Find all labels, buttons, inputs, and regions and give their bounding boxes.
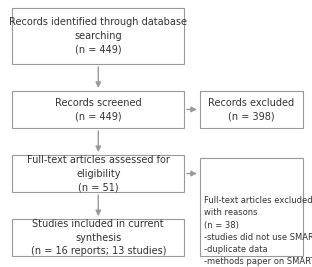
Text: Full-text articles assessed for
eligibility
(n = 51): Full-text articles assessed for eligibil… bbox=[27, 155, 170, 192]
Text: Studies included in current
synthesis
(n = 16 reports; 13 studies): Studies included in current synthesis (n… bbox=[31, 219, 166, 256]
FancyBboxPatch shape bbox=[12, 91, 184, 128]
FancyBboxPatch shape bbox=[200, 158, 303, 256]
Text: Records screened
(n = 449): Records screened (n = 449) bbox=[55, 98, 142, 121]
FancyBboxPatch shape bbox=[12, 8, 184, 64]
Text: Records excluded
(n = 398): Records excluded (n = 398) bbox=[208, 98, 294, 121]
FancyBboxPatch shape bbox=[200, 91, 303, 128]
Text: Full-text articles excluded,
with reasons
(n = 38)
-studies did not use SMART
-d: Full-text articles excluded, with reason… bbox=[204, 196, 312, 267]
FancyBboxPatch shape bbox=[12, 155, 184, 192]
FancyBboxPatch shape bbox=[12, 219, 184, 256]
Text: Records identified through database
searching
(n = 449): Records identified through database sear… bbox=[9, 17, 187, 55]
